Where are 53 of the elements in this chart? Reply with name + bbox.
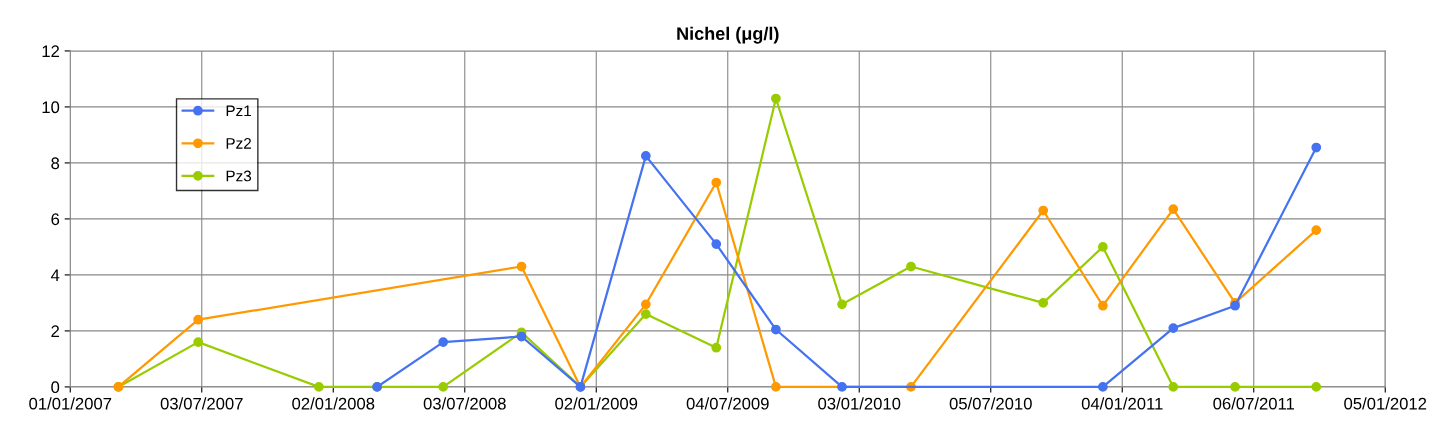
x-tick-label: 05/07/2010 — [949, 397, 1032, 410]
x-tick-label: 02/01/2008 — [292, 397, 375, 410]
point — [1311, 142, 1322, 153]
point — [1038, 298, 1049, 308]
point — [1311, 382, 1322, 392]
x-tick-label: 01/01/2007 — [29, 397, 112, 410]
x-tick-label: 02/01/2009 — [555, 397, 638, 410]
point — [771, 324, 781, 335]
y-tick-label: 2 — [51, 325, 60, 337]
y-tick-label: 12 — [42, 45, 60, 57]
point — [1168, 323, 1179, 333]
x-tick-label: 04/07/2009 — [686, 397, 769, 410]
point — [1311, 225, 1322, 235]
point — [711, 239, 722, 249]
point — [1097, 300, 1108, 311]
point — [640, 151, 651, 161]
point — [640, 299, 651, 310]
point — [771, 93, 781, 104]
legend-label: Pz1 — [226, 105, 251, 117]
y-tick-label: 4 — [50, 269, 60, 281]
x-tick-label: 03/07/2008 — [423, 397, 506, 410]
point — [837, 299, 847, 310]
x-tick-label: 03/01/2010 — [818, 397, 901, 410]
y-tick-label: 10 — [42, 101, 60, 114]
point — [1038, 205, 1049, 216]
chart-title: Nichel (μg/l) — [677, 26, 779, 44]
point — [438, 382, 449, 392]
point — [438, 337, 449, 347]
y-tick-label: 8 — [51, 157, 60, 170]
point — [1097, 242, 1108, 252]
x-tick-label: 05/01/2012 — [1344, 397, 1427, 410]
x-tick-label: 06/07/2011 — [1213, 397, 1295, 410]
point — [516, 331, 527, 342]
point — [906, 261, 916, 272]
point — [640, 309, 651, 319]
point — [1168, 204, 1179, 214]
point — [711, 342, 722, 353]
point — [711, 177, 722, 188]
point — [837, 382, 847, 392]
point — [771, 382, 781, 392]
legend-label: Pz2 — [226, 137, 251, 149]
legend-label: Pz3 — [226, 170, 252, 182]
point — [516, 261, 527, 272]
point — [193, 337, 204, 347]
point — [314, 382, 324, 392]
y-tick-label: 6 — [51, 213, 60, 226]
point — [1168, 382, 1179, 392]
x-tick-label: 03/07/2007 — [160, 397, 243, 410]
point — [193, 314, 204, 325]
point — [1230, 382, 1240, 392]
y-tick-label: 0 — [51, 381, 60, 394]
point — [1097, 382, 1108, 392]
x-tick-label: 04/01/2011 — [1081, 397, 1163, 410]
